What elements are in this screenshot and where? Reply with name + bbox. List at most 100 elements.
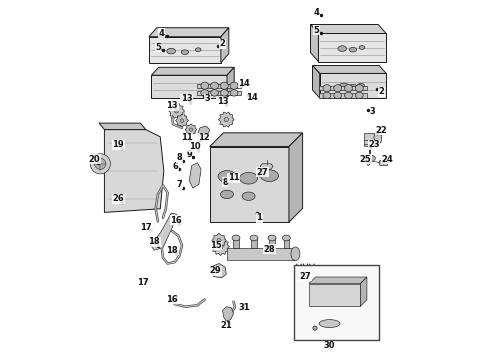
Ellipse shape: [359, 46, 365, 49]
Ellipse shape: [344, 85, 352, 92]
Text: 13: 13: [167, 102, 178, 110]
Ellipse shape: [323, 85, 331, 92]
Text: 25: 25: [360, 154, 371, 163]
Ellipse shape: [211, 90, 219, 96]
Polygon shape: [309, 284, 361, 306]
Text: 4: 4: [159, 29, 165, 37]
Polygon shape: [212, 238, 229, 256]
Text: 8: 8: [222, 177, 228, 186]
Polygon shape: [151, 213, 176, 250]
Text: 18: 18: [167, 246, 178, 255]
Ellipse shape: [232, 235, 240, 241]
Ellipse shape: [220, 82, 228, 89]
Bar: [269, 238, 275, 248]
Polygon shape: [151, 75, 227, 98]
Ellipse shape: [268, 235, 276, 241]
Polygon shape: [99, 123, 146, 130]
Bar: [319, 86, 368, 90]
Text: 31: 31: [239, 303, 250, 312]
Text: 29: 29: [210, 266, 221, 275]
Ellipse shape: [90, 154, 110, 174]
Ellipse shape: [338, 46, 346, 51]
Text: 26: 26: [112, 194, 124, 203]
Ellipse shape: [355, 92, 363, 99]
Text: 11: 11: [227, 174, 239, 182]
Text: 16: 16: [167, 295, 178, 304]
Polygon shape: [318, 33, 386, 62]
Ellipse shape: [95, 158, 106, 169]
Polygon shape: [361, 277, 367, 306]
Polygon shape: [309, 264, 315, 271]
Ellipse shape: [339, 83, 349, 90]
Text: 14: 14: [245, 94, 257, 102]
Polygon shape: [149, 28, 229, 37]
Ellipse shape: [211, 82, 219, 89]
Bar: [294, 265, 379, 340]
Polygon shape: [309, 277, 367, 284]
Ellipse shape: [230, 90, 238, 96]
Polygon shape: [374, 134, 382, 145]
Ellipse shape: [240, 172, 258, 184]
Text: 15: 15: [210, 241, 221, 250]
Bar: [197, 91, 242, 95]
Text: 10: 10: [189, 143, 200, 152]
Text: 7: 7: [176, 180, 182, 189]
Text: 28: 28: [264, 245, 275, 253]
Polygon shape: [311, 24, 319, 62]
Text: 3: 3: [370, 107, 376, 116]
Ellipse shape: [196, 48, 201, 51]
Text: 18: 18: [148, 238, 160, 246]
Polygon shape: [296, 264, 302, 271]
Polygon shape: [210, 133, 303, 147]
Text: 30: 30: [324, 341, 335, 350]
Ellipse shape: [319, 320, 340, 328]
Ellipse shape: [323, 92, 331, 99]
Polygon shape: [289, 133, 303, 222]
Polygon shape: [189, 163, 201, 188]
Text: 2: 2: [220, 40, 225, 49]
Ellipse shape: [174, 109, 179, 113]
Text: 13: 13: [181, 94, 193, 103]
Ellipse shape: [220, 90, 228, 96]
Text: 4: 4: [313, 8, 319, 17]
Polygon shape: [227, 67, 234, 98]
Ellipse shape: [349, 84, 357, 90]
Bar: [364, 133, 377, 146]
Polygon shape: [313, 66, 319, 98]
Text: 23: 23: [368, 140, 380, 149]
Polygon shape: [151, 67, 234, 75]
Polygon shape: [212, 233, 226, 248]
Text: 6: 6: [173, 162, 179, 171]
Polygon shape: [169, 103, 185, 118]
Text: 8: 8: [176, 153, 182, 162]
Ellipse shape: [261, 170, 278, 181]
Polygon shape: [303, 264, 308, 271]
Text: 17: 17: [140, 223, 152, 232]
Bar: [197, 84, 242, 88]
Polygon shape: [313, 66, 386, 73]
Ellipse shape: [357, 84, 365, 88]
Text: 17: 17: [137, 278, 148, 287]
Text: 5: 5: [155, 43, 161, 52]
Ellipse shape: [218, 244, 223, 249]
Polygon shape: [211, 264, 226, 278]
Text: 1: 1: [256, 213, 262, 222]
Polygon shape: [175, 114, 189, 127]
Polygon shape: [149, 37, 221, 63]
Polygon shape: [197, 126, 210, 138]
Ellipse shape: [291, 247, 300, 261]
Ellipse shape: [218, 171, 236, 182]
Polygon shape: [222, 307, 233, 321]
Ellipse shape: [365, 155, 375, 162]
Text: 3: 3: [205, 94, 210, 103]
Bar: [284, 238, 289, 248]
Ellipse shape: [181, 50, 189, 54]
Ellipse shape: [230, 82, 238, 89]
Polygon shape: [221, 28, 229, 63]
Polygon shape: [104, 130, 164, 212]
Ellipse shape: [355, 85, 363, 92]
Polygon shape: [219, 112, 234, 127]
Ellipse shape: [282, 235, 291, 241]
Ellipse shape: [334, 85, 342, 92]
Polygon shape: [379, 160, 388, 166]
